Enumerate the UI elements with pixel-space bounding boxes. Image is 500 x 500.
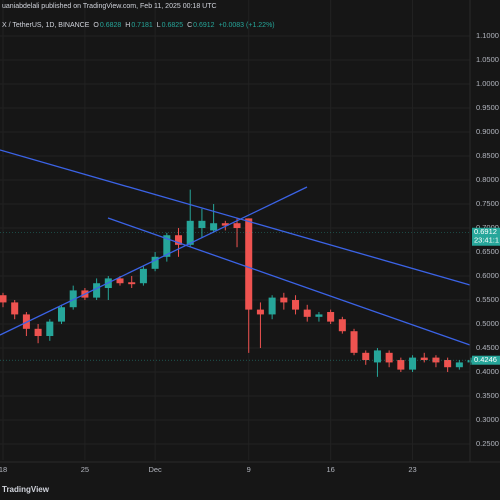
y-tick-label: 0.6500 (476, 247, 499, 256)
y-tick-label: 0.3500 (476, 391, 499, 400)
price-label-box (472, 227, 500, 246)
price-label: 0.6912 (474, 227, 497, 236)
x-tick-label: 18 (0, 465, 7, 474)
x-tick-label: 23 (408, 465, 416, 474)
y-tick-label: 1.1000 (476, 31, 499, 40)
y-tick-label: 1.0000 (476, 79, 499, 88)
y-tick-label: 0.7500 (476, 199, 499, 208)
candle-body (245, 218, 253, 310)
candle-body (11, 302, 19, 315)
candle-body (233, 223, 241, 229)
candle-body (373, 350, 381, 363)
ohlc-key: O (93, 22, 99, 29)
candle-body (221, 223, 229, 226)
x-tick-label: 16 (326, 465, 334, 474)
candle-body (139, 268, 147, 284)
candle-body (455, 362, 463, 368)
price-label: 0.4246 (474, 355, 497, 364)
y-tick-label: 0.4000 (476, 367, 499, 376)
candle-body (198, 220, 206, 229)
x-tick-label: 9 (247, 465, 251, 474)
candle-body (467, 360, 475, 363)
change: +0.0083 (+1.22%) (219, 22, 275, 29)
candles (0, 189, 475, 377)
ohlc-key: H (125, 22, 130, 29)
countdown: 23:41:1 (474, 236, 499, 245)
axes: 0.2500 0.3000 0.3500 0.4000 0.4500 0.5000 0.55… (0, 31, 500, 474)
x-tick-label: Dec (148, 465, 162, 474)
candle-body (163, 235, 171, 257)
y-tick-label: 0.5000 (476, 319, 499, 328)
candle-body (385, 352, 393, 363)
candle-body (362, 352, 370, 361)
ohlc-key: L (157, 22, 161, 29)
price-label-box (472, 355, 500, 365)
ohlc-value: 0.6825 (162, 22, 184, 29)
y-tick-label: 0.3000 (476, 415, 499, 424)
brand: TradingView (2, 485, 50, 494)
candle-body (46, 321, 54, 337)
candle-body (210, 223, 218, 231)
candle-body (175, 235, 183, 245)
y-tick-label: 0.2500 (476, 439, 499, 448)
candle-body (303, 309, 311, 317)
candle-body (256, 309, 264, 315)
candle-body (268, 297, 276, 315)
symbol: X / TetherUS, 1D, BINANCE (2, 22, 90, 29)
trend-line (107, 217, 471, 346)
candle-body (128, 282, 136, 285)
candle-body (69, 290, 77, 308)
candle-body (57, 307, 66, 322)
candle-body (420, 357, 428, 361)
y-tick-label: 0.6000 (476, 271, 499, 280)
ohlc-value: 0.6828 (100, 22, 122, 29)
trend-line (0, 186, 308, 336)
y-tick-label: 0.9500 (476, 103, 499, 112)
ohlc-value: 0.7181 (131, 22, 153, 29)
candle-body (338, 319, 346, 332)
candle-body (315, 314, 323, 317)
y-tick-label: 0.9000 (476, 127, 499, 136)
published-note: uaniabdelali published on TradingView.co… (2, 3, 217, 10)
candle-body (116, 278, 124, 284)
y-tick-label: 0.8000 (476, 175, 499, 184)
y-tick-label: 1.0500 (476, 55, 499, 64)
candle-body (280, 297, 288, 303)
candle-body (444, 360, 452, 368)
ohlc-value: 0.6912 (193, 22, 215, 29)
trend-line (0, 149, 471, 286)
candle-body (186, 220, 194, 245)
candle-body (151, 256, 159, 269)
candle-body (409, 357, 417, 370)
candle-body (350, 331, 358, 353)
y-tick-label: 0.8500 (476, 151, 499, 160)
candle-body (93, 283, 101, 298)
candle-body (397, 360, 405, 370)
ohlc-key: C (187, 22, 192, 29)
candle-body (292, 300, 300, 310)
y-tick-label: 0.7000 (476, 223, 499, 232)
candle-body (34, 328, 42, 337)
y-tick-label: 0.4500 (476, 343, 499, 352)
y-tick-label: 0.5500 (476, 295, 499, 304)
x-tick-label: 25 (81, 465, 89, 474)
candle-body (327, 312, 335, 322)
candle-body (0, 295, 7, 303)
